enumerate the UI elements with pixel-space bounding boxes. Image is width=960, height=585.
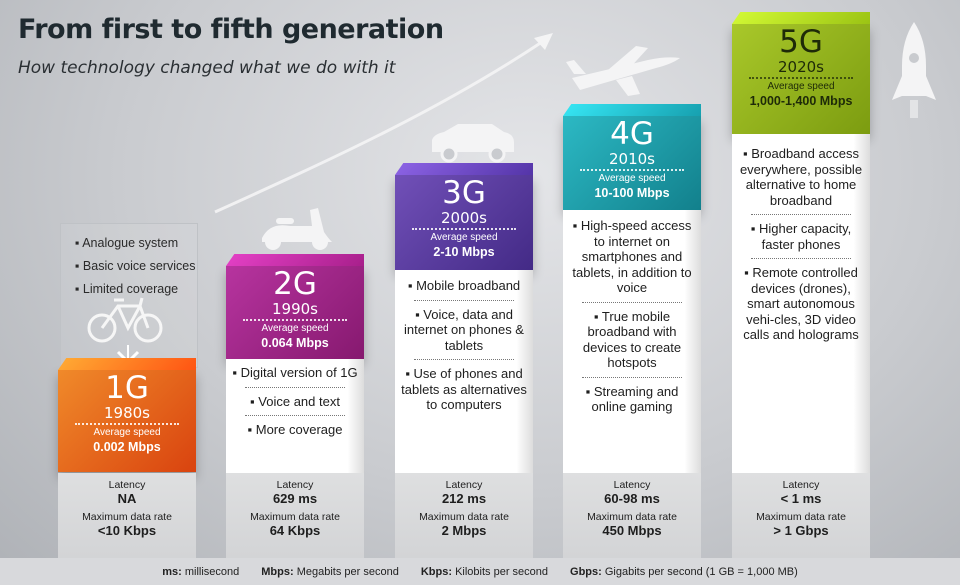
rate-value: > 1 Gbps: [773, 523, 829, 538]
latency-value: 629 ms: [272, 491, 318, 506]
bicycle-icon: [87, 297, 163, 343]
feature-item: ▪ True mobile broadband with devices to …: [582, 308, 682, 371]
speed-label: Average speed: [261, 323, 329, 334]
units-legend: ms: millisecond Mbps: Megabits per secon…: [0, 558, 960, 585]
feature-item: ▪ More coverage: [247, 422, 343, 437]
generation-1g: 1G 1980s Average speed 0.002 Mbps Latenc…: [58, 370, 196, 558]
latency-label: Latency: [108, 479, 146, 491]
legend-item: ms: millisecond: [162, 565, 240, 578]
speed-value: 10-100 Mbps: [594, 186, 670, 200]
generation-3g: 3G 2000s Average speed 2-10 Mbps ▪ Mobil…: [395, 175, 533, 558]
gen-body: ▪ High-speed access to internet on smart…: [563, 210, 701, 473]
latency-value: 212 ms: [441, 491, 487, 506]
feature-item: ▪ Mobile broadband: [407, 278, 521, 293]
gen-name: 3G: [442, 175, 486, 211]
gen-body: ▪ Broadband access everywhere, possible …: [732, 134, 870, 473]
speed-label: Average speed: [93, 427, 161, 438]
latency-label: Latency: [276, 479, 314, 491]
generation-4g: 4G 2010s Average speed 10-100 Mbps ▪ Hig…: [563, 116, 701, 558]
speed-label: Average speed: [767, 81, 835, 92]
gen-header: 4G 2010s Average speed 10-100 Mbps: [563, 116, 701, 210]
growth-arrow-icon: [214, 38, 546, 214]
gen-footer: Latency 60-98 ms Maximum data rate 450 M…: [563, 473, 701, 558]
feature-item: ▪ Basic voice services: [75, 259, 196, 273]
gen-year: 2010s: [609, 150, 655, 168]
page-subtitle: How technology changed what we do with i…: [18, 58, 396, 78]
gen-header: 2G 1990s Average speed 0.064 Mbps: [226, 266, 364, 359]
gen-footer: Latency NA Maximum data rate <10 Kbps: [58, 473, 196, 558]
generation-2g: 2G 1990s Average speed 0.064 Mbps ▪ Digi…: [226, 266, 364, 558]
feature-item: ▪ Remote controlled devices (drones), sm…: [743, 265, 859, 342]
scooter-icon: [262, 208, 332, 250]
rate-value: 64 Kbps: [269, 523, 321, 538]
feature-item: ▪ Broadband access everywhere, possible …: [739, 146, 863, 208]
legend-item: Mbps: Megabits per second: [261, 565, 399, 578]
speed-label: Average speed: [598, 173, 666, 184]
rocket-icon: [892, 22, 936, 118]
rate-label: Maximum data rate: [419, 511, 509, 523]
feature-item: ▪ High-speed access to internet on smart…: [572, 218, 692, 295]
arrow-head-icon: [534, 33, 553, 50]
gen-body: ▪ Mobile broadband ▪ Voice, data and int…: [395, 270, 533, 473]
latency-value: NA: [117, 491, 137, 506]
airplane-icon: [566, 46, 680, 96]
latency-value: 60-98 ms: [604, 491, 660, 506]
legend-item: Gbps: Gigabits per second (1 GB = 1,000 …: [570, 565, 798, 578]
latency-label: Latency: [613, 479, 651, 491]
gen-name: 2G: [273, 266, 317, 302]
gen-header: 3G 2000s Average speed 2-10 Mbps: [395, 175, 533, 270]
gen-footer: Latency 629 ms Maximum data rate 64 Kbps: [226, 473, 364, 558]
rate-label: Maximum data rate: [756, 511, 846, 523]
speed-label: Average speed: [430, 232, 498, 243]
g1-features: ▪ Analogue system ▪ Basic voice services…: [60, 223, 198, 368]
gen-year: 2020s: [778, 58, 824, 76]
feature-item: ▪ Higher capacity, faster phones: [750, 221, 852, 252]
gen-footer: Latency 212 ms Maximum data rate 2 Mbps: [395, 473, 533, 558]
rate-value: 2 Mbps: [441, 523, 487, 538]
legend-item: Kbps: Kilobits per second: [420, 565, 549, 578]
latency-label: Latency: [445, 479, 483, 491]
feature-item: ▪ Use of phones and tablets as alternati…: [401, 366, 527, 412]
gen-year: 1980s: [104, 404, 150, 422]
gen-year: 1990s: [272, 300, 318, 318]
gen-header: 1G 1980s Average speed 0.002 Mbps: [58, 370, 196, 472]
rate-label: Maximum data rate: [587, 511, 677, 523]
page-title: From first to fifth generation: [18, 14, 444, 45]
feature-item: ▪ Analogue system: [75, 236, 179, 250]
rate-label: Maximum data rate: [250, 511, 340, 523]
gen-year: 2000s: [441, 209, 487, 227]
latency-value: < 1 ms: [780, 491, 822, 506]
feature-item: ▪ Voice, data and internet on phones & t…: [404, 306, 524, 353]
feature-item: ▪ Voice and text: [250, 393, 340, 409]
gen-body: ▪ Digital version of 1G ▪ Voice and text…: [226, 359, 364, 473]
feature-item: ▪ Streaming and online gaming: [585, 383, 679, 415]
speed-value: 0.064 Mbps: [261, 336, 329, 350]
car-icon: [432, 124, 514, 163]
speed-value: 0.002 Mbps: [93, 440, 161, 454]
gen-footer: Latency < 1 ms Maximum data rate > 1 Gbp…: [732, 473, 870, 558]
gen-name: 1G: [105, 370, 149, 406]
speed-value: 2-10 Mbps: [433, 245, 495, 259]
rate-value: 450 Mbps: [602, 523, 662, 538]
gen-name: 4G: [610, 116, 654, 152]
rate-value: <10 Kbps: [97, 523, 157, 538]
rate-label: Maximum data rate: [82, 511, 172, 523]
generation-5g: 5G 2020s Average speed 1,000-1,400 Mbps …: [732, 24, 870, 558]
feature-item: ▪ Limited coverage: [75, 282, 179, 296]
speed-value: 1,000-1,400 Mbps: [749, 94, 853, 108]
latency-label: Latency: [782, 479, 820, 491]
gen-header: 5G 2020s Average speed 1,000-1,400 Mbps: [732, 24, 870, 134]
feature-item: ▪ Digital version of 1G: [232, 365, 358, 380]
gen-name: 5G: [779, 24, 823, 60]
